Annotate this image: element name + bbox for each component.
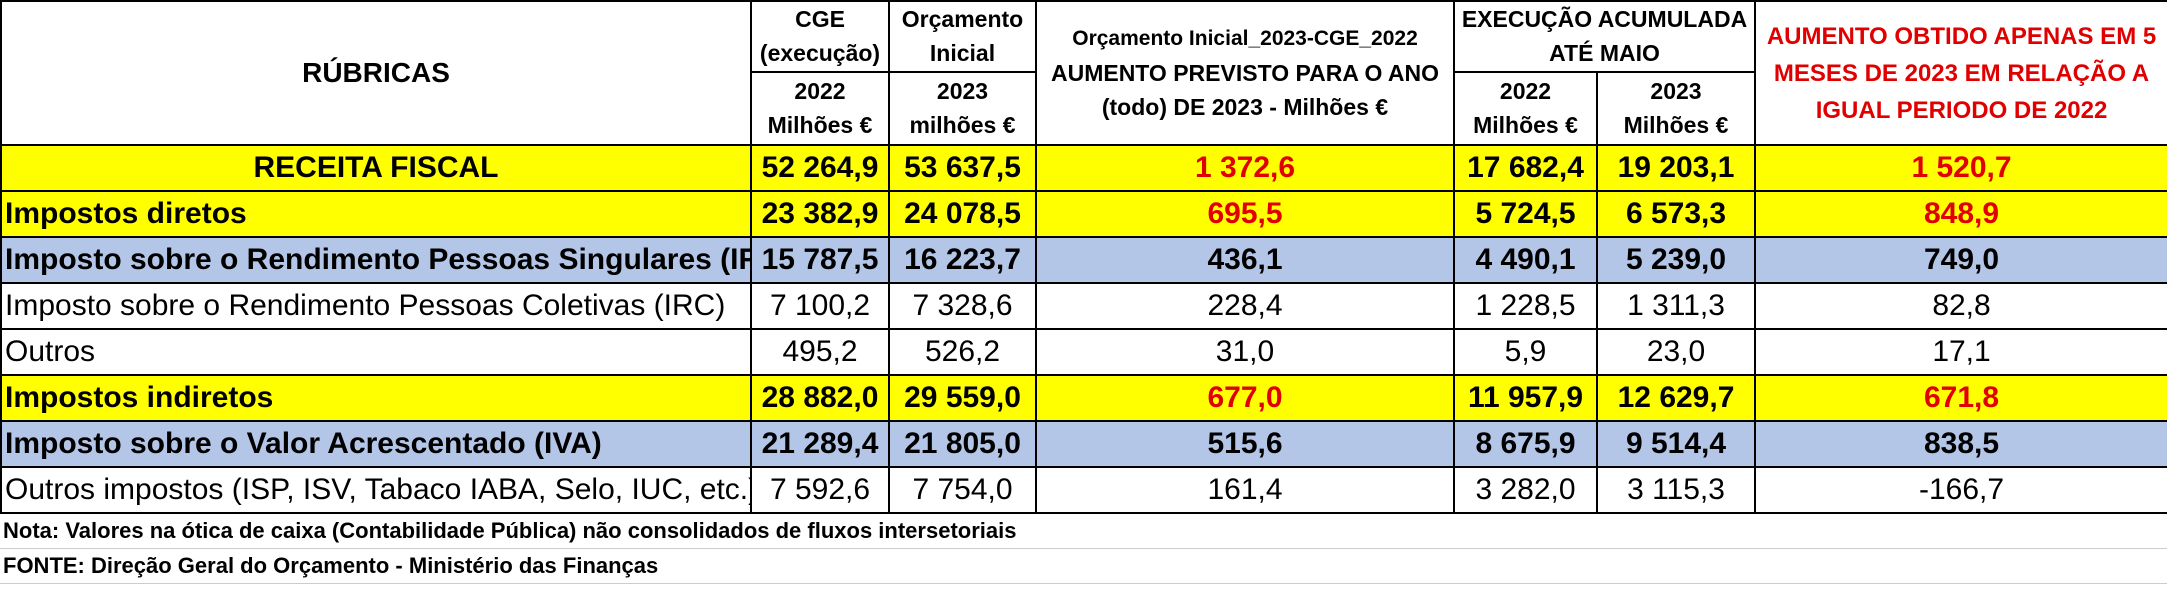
cell-aumento: 436,1 (1035, 236, 1455, 284)
cell-exec2022: 11 957,9 (1453, 374, 1598, 422)
row-label: Imposto sobre o Rendimento Pessoas Colet… (0, 282, 752, 330)
cell-cge: 495,2 (750, 328, 890, 376)
header-rubricas: RÚBRICAS (0, 0, 752, 146)
header-aumento-obtido: AUMENTO OBTIDO APENAS EM 5 MESES DE 2023… (1754, 0, 2167, 146)
cell-obtido: 82,8 (1754, 282, 2167, 330)
row-label: Imposto sobre o Rendimento Pessoas Singu… (0, 236, 752, 284)
cell-exec2022: 17 682,4 (1453, 144, 1598, 192)
header-orc-sub: 2023 milhões € (888, 70, 1037, 147)
cell-orc: 21 805,0 (888, 420, 1037, 468)
table-row-irs: Imposto sobre o Rendimento Pessoas Singu… (0, 236, 2167, 284)
cell-orc: 526,2 (888, 328, 1037, 376)
cell-exec2023: 19 203,1 (1595, 144, 1757, 192)
cell-cge: 7 592,6 (750, 466, 890, 514)
cell-exec2023: 9 514,4 (1595, 420, 1757, 468)
cell-exec2022: 5,9 (1453, 328, 1598, 376)
notes-section: Nota: Valores na ótica de caixa (Contabi… (0, 514, 2167, 584)
revenue-table: RÚBRICAS CGE (execução) Orçamento Inicia… (0, 0, 2167, 514)
cell-exec2023: 3 115,3 (1595, 466, 1757, 514)
table-row-irc: Imposto sobre o Rendimento Pessoas Colet… (0, 282, 2167, 330)
cell-obtido: 848,9 (1754, 190, 2167, 238)
cell-exec2023: 12 629,7 (1595, 374, 1757, 422)
cell-obtido: 749,0 (1754, 236, 2167, 284)
cell-cge: 21 289,4 (750, 420, 890, 468)
header-exec-2023: 2023 Milhões € (1595, 70, 1757, 147)
row-label: Impostos indiretos (0, 374, 752, 422)
cell-aumento: 695,5 (1035, 190, 1455, 238)
table-row-impostos-diretos: Impostos diretos 23 382,9 24 078,5 695,5… (0, 190, 2167, 238)
cell-orc: 24 078,5 (888, 190, 1037, 238)
cell-orc: 29 559,0 (888, 374, 1037, 422)
cell-cge: 7 100,2 (750, 282, 890, 330)
row-label: Outros impostos (ISP, ISV, Tabaco IABA, … (0, 466, 752, 514)
cell-orc: 7 754,0 (888, 466, 1037, 514)
note-text: Nota: Valores na ótica de caixa (Contabi… (0, 514, 2167, 549)
cell-exec2022: 8 675,9 (1453, 420, 1598, 468)
cell-exec2022: 4 490,1 (1453, 236, 1598, 284)
cell-exec2022: 5 724,5 (1453, 190, 1598, 238)
cell-aumento: 677,0 (1035, 374, 1455, 422)
cell-obtido: 17,1 (1754, 328, 2167, 376)
header-orcamento: Orçamento Inicial (888, 0, 1037, 73)
cell-exec2023: 1 311,3 (1595, 282, 1757, 330)
header-aumento-line1: Orçamento Inicial_2023-CGE_2022 (1072, 27, 1418, 50)
cell-cge: 28 882,0 (750, 374, 890, 422)
cell-exec2023: 23,0 (1595, 328, 1757, 376)
table-row-receita-fiscal: RECEITA FISCAL 52 264,9 53 637,5 1 372,6… (0, 144, 2167, 192)
header-execucao: EXECUÇÃO ACUMULADA ATÉ MAIO (1452, 0, 1757, 73)
cell-orc: 53 637,5 (888, 144, 1037, 192)
table-row-impostos-indiretos: Impostos indiretos 28 882,0 29 559,0 677… (0, 374, 2167, 422)
cell-aumento: 31,0 (1035, 328, 1455, 376)
cell-obtido: 1 520,7 (1754, 144, 2167, 192)
cell-cge: 15 787,5 (750, 236, 890, 284)
header-aumento-line2: AUMENTO PREVISTO PARA O ANO (todo) DE 20… (1050, 60, 1440, 120)
cell-obtido: 671,8 (1754, 374, 2167, 422)
header-cge: CGE (execução) (750, 0, 890, 73)
cell-orc: 7 328,6 (888, 282, 1037, 330)
row-label: RECEITA FISCAL (0, 144, 752, 192)
header-cge-sub: 2022 Milhões € (750, 70, 890, 147)
cell-aumento: 228,4 (1035, 282, 1455, 330)
cell-obtido: 838,5 (1754, 420, 2167, 468)
table-row-iva: Imposto sobre o Valor Acrescentado (IVA)… (0, 420, 2167, 468)
cell-obtido: -166,7 (1754, 466, 2167, 514)
cell-exec2023: 6 573,3 (1595, 190, 1757, 238)
row-label: Outros (0, 328, 752, 376)
table-row-outros-impostos: Outros impostos (ISP, ISV, Tabaco IABA, … (0, 466, 2167, 514)
row-label: Impostos diretos (0, 190, 752, 238)
cell-exec2023: 5 239,0 (1595, 236, 1757, 284)
header-aumento-previsto: Orçamento Inicial_2023-CGE_2022 AUMENTO … (1035, 0, 1455, 146)
cell-orc: 16 223,7 (888, 236, 1037, 284)
header-exec-2022: 2022 Milhões € (1453, 70, 1598, 147)
cell-cge: 52 264,9 (750, 144, 890, 192)
cell-exec2022: 1 228,5 (1453, 282, 1598, 330)
cell-aumento: 1 372,6 (1035, 144, 1455, 192)
cell-exec2022: 3 282,0 (1453, 466, 1598, 514)
cell-cge: 23 382,9 (750, 190, 890, 238)
table-row-outros: Outros 495,2 526,2 31,0 5,9 23,0 17,1 (0, 328, 2167, 376)
row-label: Imposto sobre o Valor Acrescentado (IVA) (0, 420, 752, 468)
cell-aumento: 161,4 (1035, 466, 1455, 514)
source-text: FONTE: Direção Geral do Orçamento - Mini… (0, 549, 2167, 584)
cell-aumento: 515,6 (1035, 420, 1455, 468)
